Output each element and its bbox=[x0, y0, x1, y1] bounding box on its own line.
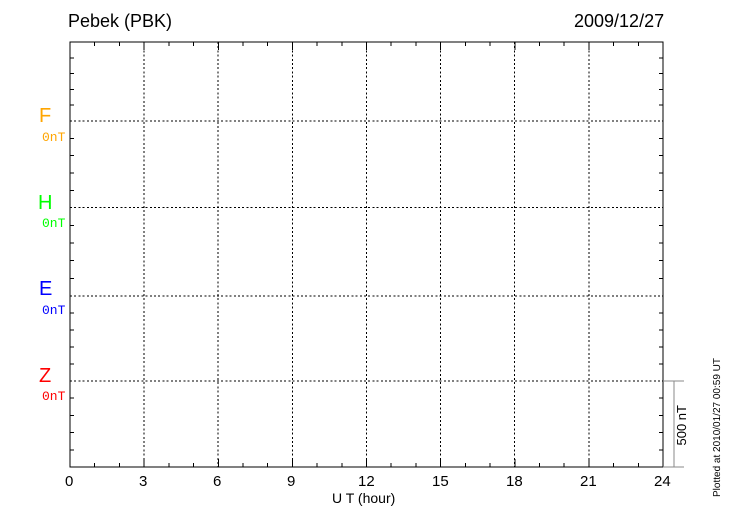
svg-text:500 nT: 500 nT bbox=[674, 405, 689, 446]
svg-text:Plotted at 2010/01/27 00:59 UT: Plotted at 2010/01/27 00:59 UT bbox=[712, 358, 723, 497]
